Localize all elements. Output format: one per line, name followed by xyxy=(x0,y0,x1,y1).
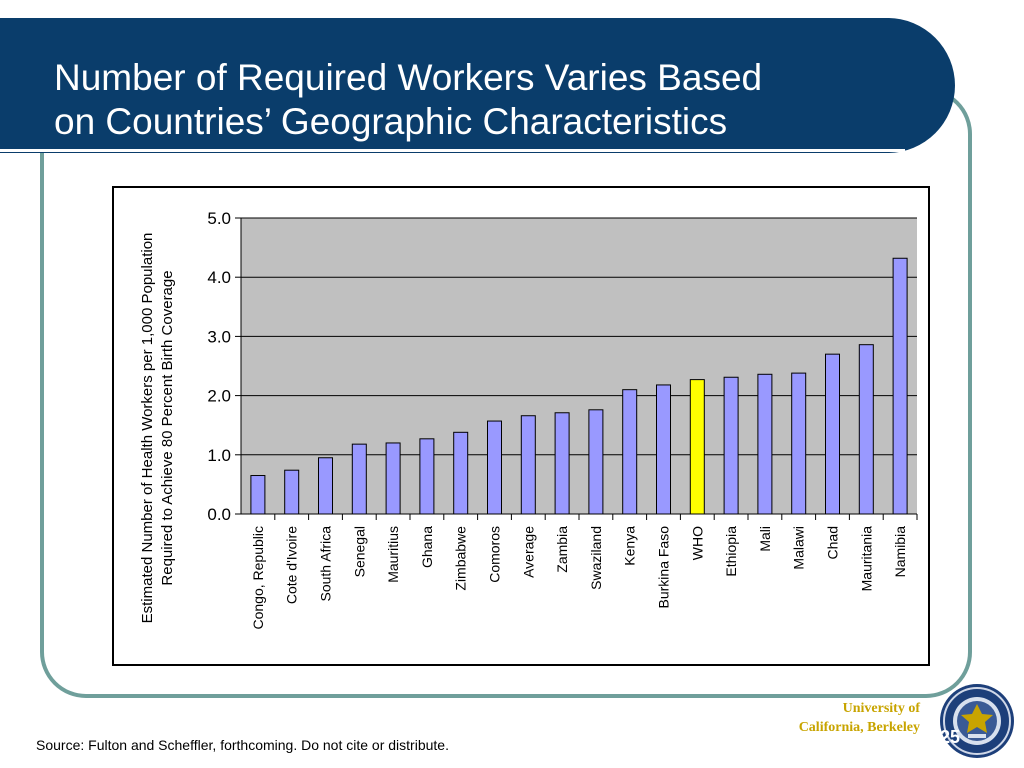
x-tick-label: Congo, Republic xyxy=(250,526,266,630)
x-tick-label: South Africa xyxy=(318,526,334,602)
bar xyxy=(487,420,502,515)
title-underline xyxy=(0,149,905,152)
x-tick-label: Senegal xyxy=(351,526,367,577)
bar xyxy=(622,389,638,515)
bar xyxy=(250,475,266,515)
bar xyxy=(689,379,705,515)
x-tick-label: Ethiopia xyxy=(723,526,739,577)
y-axis-label: Estimated Number of Health Workers per 1… xyxy=(139,233,176,624)
x-tick-label: Average xyxy=(520,526,536,578)
bar xyxy=(385,442,401,515)
y-tick-label: 4.0 xyxy=(207,268,231,287)
bar xyxy=(825,353,840,515)
bar xyxy=(351,443,367,515)
bar xyxy=(453,431,469,515)
x-tick-label: Zimbabwe xyxy=(453,526,469,591)
x-tick-label: Mali xyxy=(757,526,773,552)
x-tick-label: Malawi xyxy=(791,526,807,570)
source-note: Source: Fulton and Scheffler, forthcomin… xyxy=(36,737,449,753)
chart-container: 0.0 1.0 2.0 3.0 4.0 5.0 Congo, Republic Cote d'… xyxy=(112,186,930,666)
x-tick-label: Cote d'Ivoire xyxy=(284,526,300,604)
bar xyxy=(656,384,671,515)
x-tick-label: WHO xyxy=(689,526,705,560)
slide-number: 25 xyxy=(940,727,961,747)
x-tick-label: Chad xyxy=(825,526,841,559)
y-tick-label: 1.0 xyxy=(207,446,231,465)
x-tick-label: Swaziland xyxy=(588,526,604,590)
plot-area xyxy=(241,218,917,514)
x-tick-label: Zambia xyxy=(554,526,570,573)
x-tick-label: Namibia xyxy=(892,526,908,578)
title-bar: Number of Required Workers Varies Based … xyxy=(0,18,955,153)
bar xyxy=(554,412,570,515)
y-tick-label: 2.0 xyxy=(207,387,231,406)
university-seal-icon xyxy=(940,684,1014,758)
bar xyxy=(757,373,773,515)
bar xyxy=(419,438,435,515)
x-tick-label: Kenya xyxy=(622,526,638,566)
y-tick-label: 3.0 xyxy=(207,327,231,346)
x-tick-label: Mauritius xyxy=(385,526,401,583)
bar xyxy=(892,257,908,515)
x-tick-label: Mauritania xyxy=(858,526,874,592)
bar xyxy=(588,409,604,515)
bar xyxy=(858,344,874,515)
x-tick-label: Comoros xyxy=(487,526,503,583)
y-tick-label: 5.0 xyxy=(207,209,231,228)
bar xyxy=(723,376,739,515)
x-tick-label: Burkina Faso xyxy=(656,526,672,609)
bar xyxy=(318,457,333,515)
page-title: Number of Required Workers Varies Based … xyxy=(54,57,763,142)
bar-chart: 0.0 1.0 2.0 3.0 4.0 5.0 Congo, Republic Cote d'… xyxy=(139,209,918,630)
x-tick-label: Ghana xyxy=(419,526,435,568)
university-name: University of California, Berkeley xyxy=(798,701,920,735)
bar xyxy=(520,415,536,515)
bar xyxy=(791,372,807,515)
bar xyxy=(284,469,300,515)
y-tick-label: 0.0 xyxy=(207,505,231,524)
